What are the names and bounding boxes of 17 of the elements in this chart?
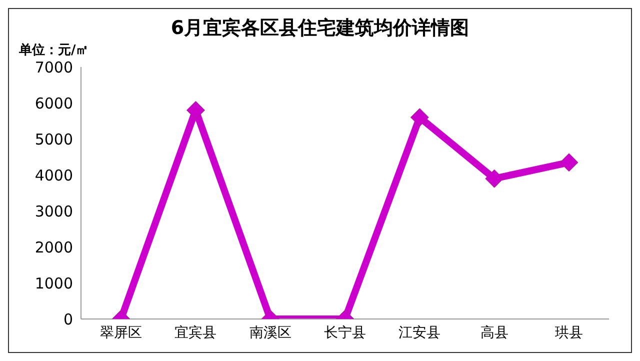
- y-tick-label: 2000: [34, 238, 73, 256]
- y-tick-label: 4000: [34, 166, 73, 184]
- y-tick-label: 3000: [34, 202, 73, 220]
- y-tick-label: 6000: [34, 94, 73, 112]
- y-axis-title: 单位：元/㎡: [19, 42, 89, 59]
- x-tick-label: 南溪区: [249, 324, 292, 341]
- y-tick-label: 0: [63, 310, 73, 328]
- x-tick-label: 珙县: [555, 324, 583, 341]
- x-tick-label: 翠屏区: [100, 324, 142, 341]
- x-tick-label: 高县: [480, 324, 508, 341]
- x-tick-label: 江安县: [398, 324, 441, 341]
- y-tick-label: 5000: [34, 130, 73, 148]
- x-tick-label: 长宁县: [324, 324, 366, 341]
- y-tick-label: 1000: [34, 274, 73, 292]
- chart-title: 6月宜宾各区县住宅建筑均价详情图: [170, 16, 470, 41]
- y-tick-label: 7000: [34, 58, 73, 76]
- x-tick-label: 宜宾县: [174, 324, 217, 341]
